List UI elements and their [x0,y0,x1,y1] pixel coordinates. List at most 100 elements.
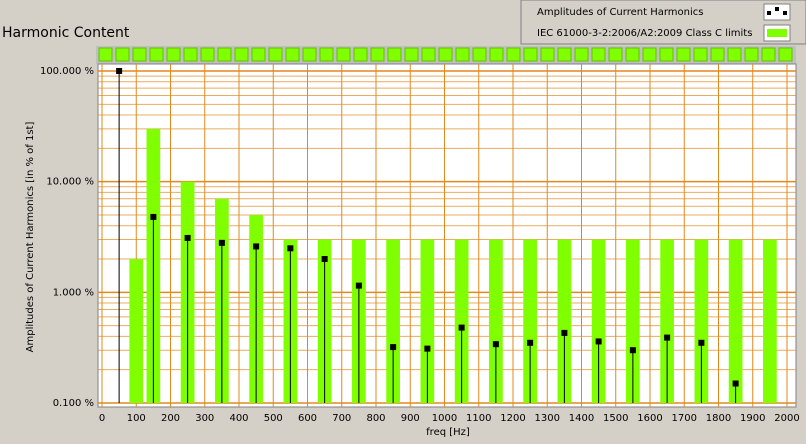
cursor-button [166,47,181,62]
y-tick-label: 1.000 % [53,287,94,298]
limit-bar [454,239,469,403]
limit-bar [660,239,674,403]
stem-point [698,339,705,346]
cursor-button [421,47,436,62]
x-tick-label: 1600 [637,413,662,424]
stem-point [321,256,328,263]
x-tick-label: 800 [366,413,385,424]
y-axis-label: Amplitudes of Current Harmonics [in % of… [25,122,36,353]
cursor-button [761,47,776,62]
limit-bar [489,239,503,403]
legend-icon [767,11,771,15]
x-tick-label: 300 [195,413,214,424]
limit-bar [557,239,572,403]
stem-point [732,380,739,387]
x-tick-label: 1100 [466,413,491,424]
x-tick-label: 900 [401,413,420,424]
x-axis-label: freq [Hz] [426,427,470,438]
cursor-button [540,47,555,62]
y-tick-label: 10.000 % [46,177,94,188]
cursor-button [710,47,725,62]
cursor-button [506,47,521,62]
x-tick-label: 700 [332,413,351,424]
x-tick-label: 1000 [432,413,457,424]
cursor-button [115,47,130,62]
x-tick-label: 1400 [569,413,594,424]
cursor-button [455,47,470,62]
x-tick-label: 600 [298,413,317,424]
cursor-button [676,47,691,62]
cursor-button [574,47,589,62]
stem-point [527,339,534,346]
limit-bar [591,239,606,403]
chart-title: Harmonic Content [2,25,130,41]
stem-point [561,329,568,336]
cursor-button [200,47,215,62]
legend-label: Amplitudes of Current Harmonics [537,7,703,18]
x-tick-label: 1900 [740,413,765,424]
x-tick-label: 0 [99,413,105,424]
stem-point [629,347,636,354]
cursor-button [268,47,283,62]
legend-box [520,0,806,45]
x-tick-label: 200 [161,413,180,424]
limit-bar [728,239,743,403]
cursor-button [387,47,402,62]
x-tick-label: 1700 [672,413,697,424]
cursor-button [370,47,385,62]
stem-point [218,239,225,246]
x-tick-label: 1200 [500,413,525,424]
stem-point [492,341,499,348]
cursor-button [132,47,147,62]
cursor-button [319,47,334,62]
cursor-button [778,47,793,62]
cursor-button [336,47,351,62]
x-tick-label: 100 [127,413,146,424]
cursor-button [285,47,300,62]
stem-point [390,344,397,351]
limit-bar [626,239,640,403]
cursor-button [659,47,674,62]
cursor-button [217,47,232,62]
legend-label: IEC 61000-3-2:2006/A2:2009 Class C limit… [537,28,752,39]
cursor-button [302,47,317,62]
x-tick-label: 1500 [603,413,628,424]
legend-icon-box [763,3,791,21]
cursor-button [625,47,640,62]
stem-point [184,234,191,241]
cursor-button [251,47,266,62]
limit-bar [694,239,709,403]
stem-point [253,243,260,250]
cursor-button [523,47,538,62]
cursor-button [183,47,198,62]
cursor-button [234,47,249,62]
x-tick-label: 1300 [535,413,560,424]
limit-bar [420,239,435,403]
legend-icon [775,7,779,11]
cursor-button [404,47,419,62]
legend-icon [767,29,787,37]
cursor-button [693,47,708,62]
cursor-button [608,47,623,62]
cursor-button [489,47,504,62]
cursor-button [557,47,572,62]
cursor-button [642,47,657,62]
limit-bar [386,239,400,403]
x-tick-label: 500 [264,413,283,424]
stem-point [424,345,431,352]
x-tick-label: 2000 [774,413,799,424]
cursor-button [727,47,742,62]
stem-point [595,338,602,345]
stem-point [664,334,671,341]
stem-point [150,213,157,220]
cursor-button [438,47,453,62]
legend-icon [783,11,787,15]
y-tick-label: 0.100 % [53,398,94,409]
y-tick-label: 100.000 % [40,66,94,77]
stem-point [355,282,362,289]
stem-point [287,245,294,252]
cursor-button [149,47,164,62]
stem-point [458,324,465,331]
cursor-button [744,47,759,62]
